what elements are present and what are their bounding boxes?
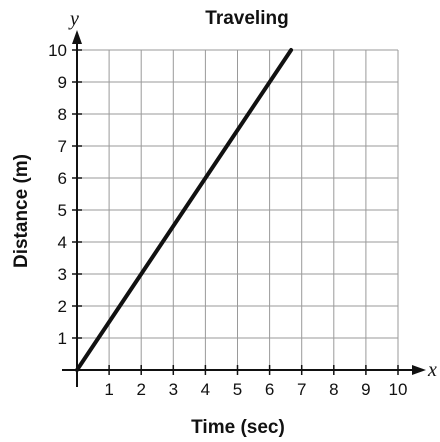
- axes: [62, 30, 426, 387]
- y-tick-label: 10: [48, 41, 67, 60]
- x-tick-labels: 1 2 3 4 5 6 7 8 9 10: [104, 365, 407, 399]
- x-tick-label: 9: [361, 380, 370, 399]
- x-axis-variable: x: [427, 359, 437, 381]
- x-tick-label: 6: [265, 380, 274, 399]
- x-axis-arrow-icon: [412, 365, 426, 375]
- y-tick-label: 8: [58, 105, 67, 124]
- y-axis-variable: y: [68, 8, 79, 30]
- chart-title: Traveling: [205, 8, 288, 29]
- x-tick-label: 5: [233, 380, 242, 399]
- grid: [77, 49, 399, 370]
- x-axis-title: Time (sec): [191, 417, 285, 438]
- series-line: [75, 48, 294, 372]
- x-tick-label: 4: [201, 380, 210, 399]
- y-tick-label: 3: [58, 265, 67, 284]
- y-tick-labels: 1 2 3 4 5 6 7 8 9 10: [48, 41, 82, 348]
- y-tick-label: 2: [58, 297, 67, 316]
- y-tick-label: 1: [58, 329, 67, 348]
- y-tick-label: 9: [58, 73, 67, 92]
- y-tick-label: 7: [58, 137, 67, 156]
- x-tick-label: 1: [104, 380, 113, 399]
- x-tick-label: 7: [297, 380, 306, 399]
- y-tick-label: 5: [58, 201, 67, 220]
- x-tick-label: 3: [169, 380, 178, 399]
- x-tick-label: 8: [329, 380, 338, 399]
- x-tick-label: 2: [136, 380, 145, 399]
- y-axis-title: Distance (m): [11, 154, 32, 268]
- x-tick-label: 10: [389, 380, 408, 399]
- y-tick-label: 4: [58, 233, 67, 252]
- y-axis-arrow-icon: [72, 30, 82, 44]
- y-tick-label: 6: [58, 169, 67, 188]
- series-group: [75, 48, 294, 372]
